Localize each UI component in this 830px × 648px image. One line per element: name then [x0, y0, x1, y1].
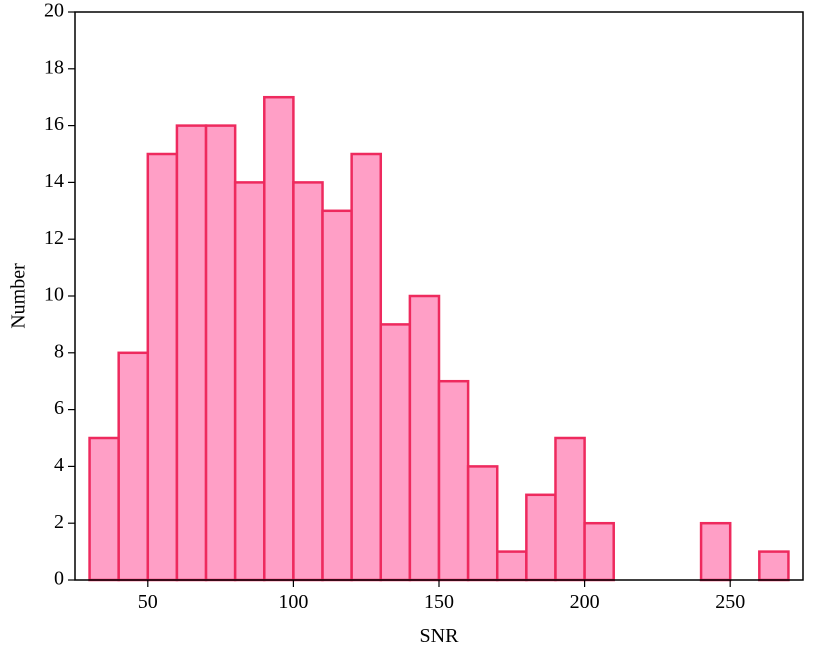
y-tick-label: 0	[54, 568, 64, 590]
bar	[204, 124, 237, 582]
y-axis-label: Number	[8, 263, 30, 329]
bar	[408, 294, 441, 582]
y-tick-label: 14	[44, 170, 64, 192]
x-tick-label: 150	[424, 591, 454, 613]
bar	[263, 95, 295, 582]
bar	[88, 436, 120, 582]
y-tick-label: 18	[44, 56, 64, 78]
bar	[292, 181, 324, 582]
y-tick-label: 6	[54, 397, 64, 419]
x-tick-label: 200	[570, 591, 600, 613]
bar	[379, 323, 412, 582]
bar	[699, 521, 732, 582]
y-tick-label: 16	[44, 113, 64, 135]
plot-frame	[74, 11, 804, 581]
y-tick-label: 2	[54, 511, 64, 533]
bar	[495, 550, 528, 582]
bar	[758, 550, 790, 582]
bar	[175, 124, 208, 582]
y-tick-label: 20	[44, 0, 64, 22]
bar	[350, 152, 383, 582]
bar	[117, 351, 150, 582]
y-tick-label: 8	[54, 340, 64, 362]
bar	[146, 152, 179, 582]
y-tick-label: 10	[44, 284, 64, 306]
bar	[466, 465, 499, 582]
y-tick-label: 12	[44, 227, 64, 249]
bar	[437, 379, 470, 582]
x-tick-label: 50	[138, 591, 158, 613]
bar	[321, 209, 353, 582]
bar	[233, 181, 266, 582]
y-tick-label: 4	[54, 454, 64, 476]
x-tick-label: 250	[715, 591, 745, 613]
x-axis-label: SNR	[420, 625, 460, 647]
x-tick-label: 100	[278, 591, 308, 613]
bar	[554, 436, 586, 582]
bar	[583, 521, 615, 582]
bar	[525, 493, 557, 582]
